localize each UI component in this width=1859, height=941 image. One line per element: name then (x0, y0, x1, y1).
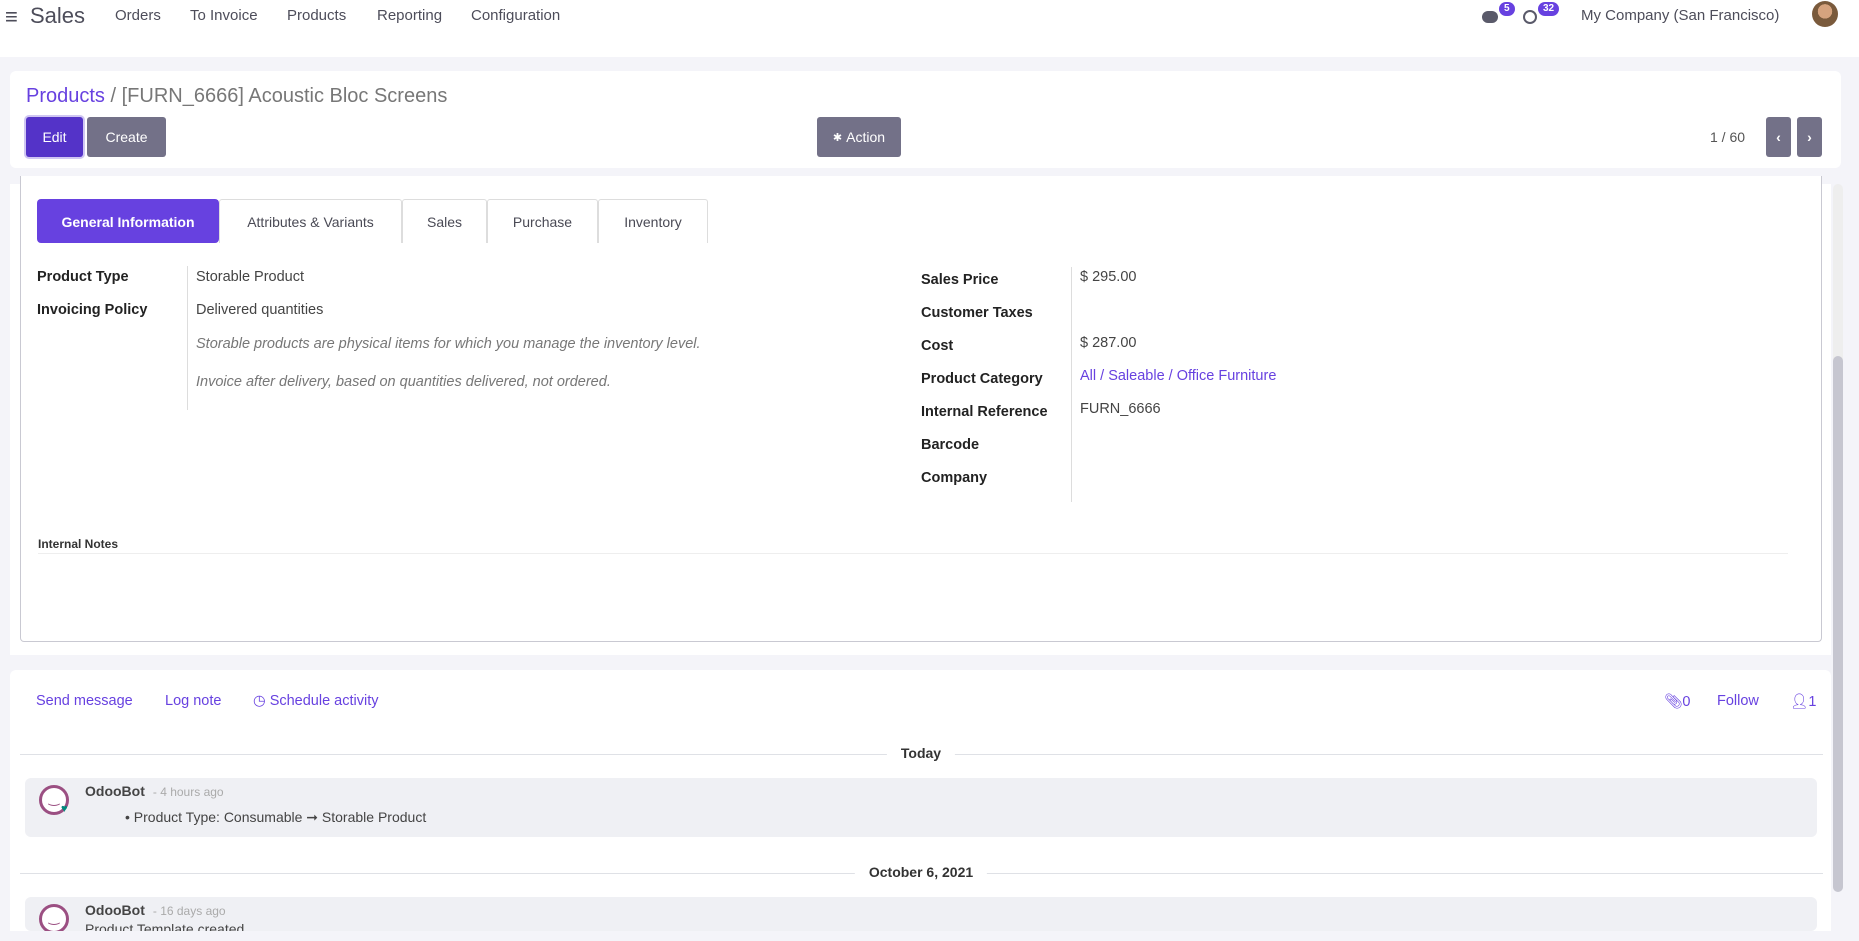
record-title: [FURN_6666] Acoustic Bloc Screens (121, 85, 448, 107)
tab-inventory[interactable]: Inventory (598, 199, 708, 243)
followers-count: 1 (1808, 694, 1817, 710)
right-group-divider (1071, 267, 1072, 502)
tab-purchase[interactable]: Purchase (487, 199, 598, 243)
message-change: • Product Type: Consumable ➞ Storable Pr… (125, 809, 427, 825)
tab-general-information[interactable]: General Information (37, 199, 219, 243)
messages-badge: 5 (1499, 2, 1515, 16)
message-author: OdooBot (85, 902, 145, 918)
attachments-button[interactable]: 📎︎0 (1664, 693, 1691, 710)
form-sheet (20, 176, 1822, 642)
create-button[interactable]: Create (87, 117, 166, 157)
product-type-label: Product Type (37, 269, 129, 285)
odoobot-avatar: ‿ (39, 904, 69, 931)
field-label: Internal Reference (921, 404, 1048, 420)
log-note-button[interactable]: Log note (165, 693, 222, 709)
scrollbar-thumb[interactable] (1833, 356, 1843, 892)
pager-previous-button[interactable]: ‹ (1766, 117, 1791, 157)
date-separator-today: Today (886, 745, 956, 761)
schedule-activity-button[interactable]: ◷ Schedule activity (253, 693, 379, 709)
paperclip-icon: 📎︎ (1664, 694, 1683, 710)
message-change-text: Product Type: Consumable ➞ Storable Prod… (133, 809, 427, 825)
field-label: Barcode (921, 437, 980, 453)
message-change-text: Product Template created (85, 921, 245, 931)
product-type-value: Storable Product (196, 269, 305, 285)
followers-button[interactable]: 👤︎1 (1790, 693, 1817, 710)
page-bottom (0, 931, 1859, 941)
left-group-divider (187, 266, 188, 410)
messages-icon[interactable] (1482, 11, 1498, 23)
message: ‿ ♥ OdooBot - 4 hours ago • Product Type:… (25, 778, 1817, 837)
message-time: - 16 days ago (152, 904, 226, 918)
breadcrumb-products-link[interactable]: Products (26, 85, 105, 107)
menu-orders[interactable]: Orders (115, 7, 161, 24)
pager-value[interactable]: 1 / 60 (1710, 129, 1746, 145)
internal-notes-field[interactable] (38, 553, 1788, 554)
top-navbar: ≡ Sales Orders To Invoice Products Repor… (0, 0, 1859, 57)
internal-notes-label: Internal Notes (38, 537, 119, 551)
field-label: Customer Taxes (921, 305, 1033, 321)
breadcrumb-separator: / (110, 85, 117, 107)
field-label: Company (921, 470, 988, 486)
attachments-count: 0 (1682, 694, 1691, 710)
edit-button[interactable]: Edit (26, 117, 83, 157)
menu-to-invoice[interactable]: To Invoice (190, 7, 258, 24)
invoicing-policy-help: Invoice after delivery, based on quantit… (196, 374, 611, 390)
gear-icon: ✱ (832, 131, 843, 144)
field-value[interactable]: All / Saleable / Office Furniture (1080, 368, 1277, 384)
invoicing-policy-label: Invoicing Policy (37, 302, 148, 318)
clock-icon: ◷ (253, 693, 270, 709)
activity-clock-icon[interactable] (1523, 10, 1537, 24)
tab-sales[interactable]: Sales (402, 199, 487, 243)
user-icon: 👤︎ (1790, 694, 1809, 710)
schedule-activity-label: Schedule activity (269, 693, 379, 709)
message-time: - 4 hours ago (152, 785, 224, 799)
send-message-button[interactable]: Send message (36, 693, 133, 709)
control-panel: Products / [FURN_6666] Acoustic Bloc Scr… (10, 71, 1841, 168)
menu-reporting[interactable]: Reporting (377, 7, 443, 24)
field-label: Cost (921, 338, 954, 354)
odoobot-avatar: ‿ (39, 785, 69, 815)
menu-icon[interactable]: ≡ (5, 4, 18, 29)
field-value: $ 295.00 (1080, 269, 1137, 285)
scrollbar[interactable] (1833, 184, 1843, 892)
invoicing-policy-value: Delivered quantities (196, 302, 324, 318)
message-header: OdooBot - 16 days ago (85, 902, 226, 919)
date-separator-oct6: October 6, 2021 (854, 864, 988, 880)
pager-next-button[interactable]: › (1797, 117, 1822, 157)
menu-products[interactable]: Products (287, 7, 347, 24)
online-heart-icon: ♥ (61, 803, 68, 815)
action-button[interactable]: ✱ Action (817, 117, 901, 157)
activities-badge: 32 (1538, 2, 1560, 16)
tab-attributes-variants[interactable]: Attributes & Variants (219, 199, 402, 243)
menu-configuration[interactable]: Configuration (471, 7, 561, 24)
field-label: Product Category (921, 371, 1043, 387)
product-type-help: Storable products are physical items for… (196, 336, 701, 352)
app-name[interactable]: Sales (30, 3, 86, 28)
field-value: FURN_6666 (1080, 401, 1161, 417)
action-label: Action (846, 129, 886, 145)
message-author: OdooBot (85, 783, 145, 799)
message: ‿ OdooBot - 16 days ago Product Template … (25, 897, 1817, 931)
field-value: $ 287.00 (1080, 335, 1137, 351)
message-header: OdooBot - 4 hours ago (85, 783, 224, 800)
follow-button[interactable]: Follow (1717, 693, 1759, 709)
breadcrumb: Products / [FURN_6666] Acoustic Bloc Scr… (26, 85, 447, 108)
company-switcher[interactable]: My Company (San Francisco) (1581, 7, 1780, 24)
user-avatar[interactable] (1812, 1, 1838, 27)
field-label: Sales Price (921, 272, 999, 288)
